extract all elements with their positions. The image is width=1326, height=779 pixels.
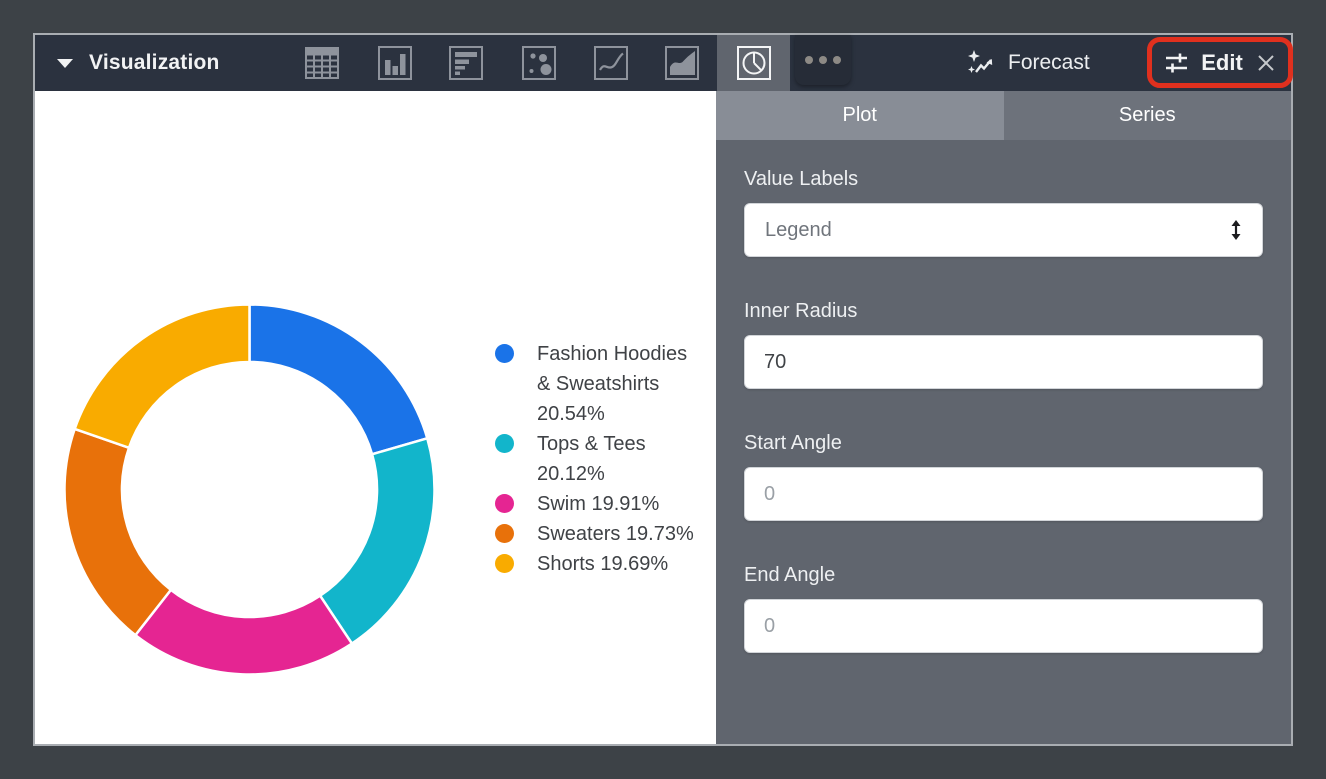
legend-dot xyxy=(495,554,514,573)
legend-item-5[interactable]: Shorts 19.69% xyxy=(495,549,727,579)
scatter-chart-icon xyxy=(522,46,556,80)
forecast-label: Forecast xyxy=(1008,51,1090,74)
close-visualization-button[interactable] xyxy=(1255,52,1277,74)
chart-type-scatter-button[interactable] xyxy=(521,45,557,81)
start-angle-input[interactable] xyxy=(744,467,1263,521)
more-dot xyxy=(805,56,813,64)
legend-item-2[interactable]: Tops & Tees 20.12% xyxy=(495,429,727,489)
end-angle-input[interactable] xyxy=(744,599,1263,653)
legend-label: Swim 19.91% xyxy=(537,493,660,515)
more-dot xyxy=(833,56,841,64)
area-chart-icon xyxy=(665,46,699,80)
close-icon xyxy=(1258,54,1274,71)
value-labels-selected-value: Legend xyxy=(765,218,832,241)
edit-label: Edit xyxy=(1201,49,1243,75)
more-dot xyxy=(819,56,827,64)
edit-button[interactable]: Edit xyxy=(1163,49,1243,76)
pie-chart-icon xyxy=(736,46,771,80)
column-chart-icon xyxy=(378,46,412,80)
panel-body: Value Labels Legend Inner Radius Start A… xyxy=(716,140,1291,696)
donut-slice-4[interactable] xyxy=(63,427,173,637)
donut-slice-2[interactable] xyxy=(318,436,436,646)
legend-item-1[interactable]: Fashion Hoodies & Sweatshirts 20.54% xyxy=(495,339,727,429)
chart-type-area-button[interactable] xyxy=(664,45,700,81)
start-angle-label: Start Angle xyxy=(744,432,842,454)
edit-highlight-annotation: Edit xyxy=(1147,37,1293,88)
donut-slice-5[interactable] xyxy=(73,303,251,450)
value-labels-select[interactable]: Legend xyxy=(744,203,1263,257)
chart-type-pie-button-selected[interactable] xyxy=(717,35,790,91)
end-angle-label: End Angle xyxy=(744,564,836,586)
more-options-button[interactable] xyxy=(795,35,851,85)
legend-dot xyxy=(495,434,514,453)
visualization-window: Visualization xyxy=(33,33,1293,746)
chart-legend: Fashion Hoodies & Sweatshirts 20.54% Tops… xyxy=(495,339,727,579)
chart-type-table-button[interactable] xyxy=(304,45,340,81)
legend-label: Shorts 19.69% xyxy=(537,553,669,575)
plot-settings-panel: Plot Series Value Labels Legend Inner Ra… xyxy=(716,91,1291,744)
panel-tabs: Plot Series xyxy=(716,91,1291,140)
tab-plot[interactable]: Plot xyxy=(716,91,1004,140)
inner-radius-input[interactable] xyxy=(744,335,1263,389)
caret-down-icon xyxy=(57,58,73,68)
legend-dot xyxy=(495,344,514,363)
visualization-toolbar: Visualization xyxy=(35,35,1293,91)
value-labels-label: Value Labels xyxy=(744,168,859,190)
tune-icon xyxy=(1166,53,1188,73)
tab-plot-label: Plot xyxy=(842,104,877,126)
chart-type-bar-button[interactable] xyxy=(448,45,484,81)
chart-type-line-button[interactable] xyxy=(593,45,629,81)
forecast-button[interactable]: Forecast xyxy=(965,35,1090,91)
line-chart-icon xyxy=(594,46,628,80)
chart-canvas: Fashion Hoodies & Sweatshirts 20.54% Tops… xyxy=(35,91,716,744)
donut-slice-1[interactable] xyxy=(248,303,429,456)
donut-slice-3[interactable] xyxy=(133,588,354,676)
bar-chart-icon xyxy=(449,46,483,80)
legend-label: Tops & Tees 20.12% xyxy=(537,433,646,485)
legend-label: Sweaters 19.73% xyxy=(537,523,694,545)
visualization-collapse-toggle[interactable]: Visualization xyxy=(57,35,220,91)
chart-type-column-button[interactable] xyxy=(377,45,413,81)
legend-item-4[interactable]: Sweaters 19.73% xyxy=(495,519,727,549)
table-icon xyxy=(305,47,339,79)
legend-item-3[interactable]: Swim 19.91% xyxy=(495,489,727,519)
legend-dot xyxy=(495,494,514,513)
unfold-arrows-icon xyxy=(1231,220,1241,240)
legend-dot xyxy=(495,524,514,543)
inner-radius-label: Inner Radius xyxy=(744,300,858,322)
main-content: Fashion Hoodies & Sweatshirts 20.54% Tops… xyxy=(35,91,1291,744)
tab-series[interactable]: Series xyxy=(1003,91,1291,140)
tab-series-label: Series xyxy=(1118,104,1176,126)
forecast-sparkle-icon xyxy=(968,50,993,73)
legend-label: Fashion Hoodies & Sweatshirts 20.54% xyxy=(537,343,688,425)
donut-chart xyxy=(63,303,436,676)
visualization-title: Visualization xyxy=(89,51,220,74)
